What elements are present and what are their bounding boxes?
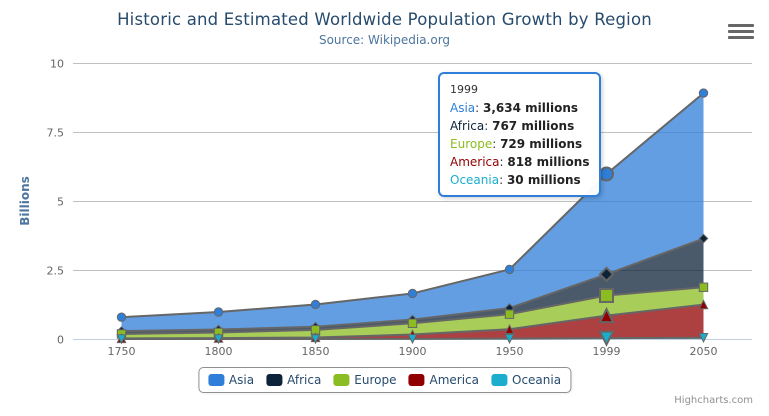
- area-series-asia[interactable]: [121, 93, 704, 332]
- hamburger-bar: [728, 30, 754, 33]
- tooltip-value: 818 millions: [507, 155, 590, 169]
- data-point-marker[interactable]: [504, 323, 515, 334]
- data-point-marker[interactable]: [698, 299, 709, 310]
- chart-tooltip: 1999 Asia: 3,634 millions Africa: 767 mil…: [438, 72, 602, 197]
- data-point-marker[interactable]: [598, 266, 615, 283]
- tooltip-row-africa: Africa: 767 millions: [450, 117, 589, 135]
- tooltip-separator: :: [499, 173, 507, 187]
- data-point-marker[interactable]: [698, 282, 709, 292]
- x-axis-tick-label: 1850: [302, 345, 330, 358]
- tooltip-separator: :: [475, 101, 484, 115]
- data-point-marker[interactable]: [310, 299, 321, 310]
- data-point-marker[interactable]: [598, 330, 615, 347]
- x-axis-tick-label: 1999: [593, 345, 621, 358]
- y-axis-tick-label: 2.5: [47, 265, 65, 278]
- data-point-marker[interactable]: [698, 233, 709, 244]
- tooltip-row-asia: Asia: 3,634 millions: [450, 99, 589, 117]
- legend-item-asia[interactable]: Asia: [207, 373, 255, 387]
- legend-swatch-europe: [333, 374, 350, 386]
- hamburger-bar: [728, 24, 754, 27]
- hamburger-bar: [728, 36, 754, 39]
- data-point-marker[interactable]: [213, 307, 224, 317]
- tooltip-row-europe: Europe: 729 millions: [450, 135, 589, 153]
- legend-swatch-america: [408, 374, 425, 386]
- data-point-marker[interactable]: [213, 334, 224, 345]
- tooltip-header: 1999: [450, 83, 478, 96]
- legend-label: America: [429, 373, 480, 387]
- credits-link[interactable]: Highcharts.com: [674, 395, 753, 406]
- tooltip-series-name: Africa: [450, 119, 485, 133]
- legend-item-europe[interactable]: Europe: [333, 373, 397, 387]
- data-point-marker[interactable]: [116, 312, 127, 322]
- data-point-marker[interactable]: [504, 264, 515, 275]
- y-axis-tick-label: 7.5: [47, 127, 65, 140]
- tooltip-value: 729 millions: [500, 137, 583, 151]
- data-point-marker[interactable]: [504, 309, 515, 319]
- legend-label: Europe: [354, 373, 397, 387]
- data-point-marker[interactable]: [599, 287, 614, 303]
- legend-label: Asia: [228, 373, 255, 387]
- data-point-marker[interactable]: [599, 166, 614, 182]
- data-point-marker[interactable]: [698, 333, 709, 344]
- x-axis-tick-label: 1750: [108, 345, 136, 358]
- x-axis-tick-label: 1800: [205, 345, 233, 358]
- x-axis-tick-label: 2050: [690, 345, 718, 358]
- legend-item-america[interactable]: America: [408, 373, 480, 387]
- tooltip-value: 767 millions: [492, 119, 575, 133]
- data-point-marker[interactable]: [407, 288, 418, 299]
- chart-legend: Asia Africa Europe America Oceania: [197, 367, 572, 393]
- legend-swatch-oceania: [491, 374, 508, 386]
- x-axis-tick-label: 1950: [496, 345, 524, 358]
- tooltip-value: 30 millions: [506, 173, 581, 187]
- tooltip-series-name: Asia: [450, 101, 476, 115]
- y-axis-tick-label: 0: [57, 334, 64, 347]
- data-point-marker[interactable]: [310, 334, 321, 345]
- y-axis-tick-label: 10: [50, 58, 64, 71]
- tooltip-series-name: Oceania: [450, 173, 500, 187]
- x-axis-tick-label: 1900: [399, 345, 427, 358]
- area-series-africa[interactable]: [121, 238, 704, 334]
- tooltip-value: 3,634 millions: [483, 101, 579, 115]
- tooltip-separator: :: [484, 119, 493, 133]
- data-point-marker[interactable]: [598, 306, 615, 324]
- data-point-marker[interactable]: [407, 334, 418, 345]
- data-point-marker[interactable]: [504, 333, 515, 344]
- legend-label: Oceania: [512, 373, 562, 387]
- hamburger-menu-icon[interactable]: [728, 24, 754, 39]
- tooltip-separator: :: [492, 137, 501, 151]
- tooltip-separator: :: [499, 155, 508, 169]
- legend-swatch-asia: [207, 374, 224, 386]
- data-point-marker[interactable]: [698, 88, 709, 98]
- tooltip-series-name: America: [450, 155, 500, 169]
- data-point-marker[interactable]: [116, 334, 127, 345]
- tooltip-row-oceania: Oceania: 30 millions: [450, 171, 589, 189]
- legend-swatch-africa: [266, 374, 283, 386]
- tooltip-row-america: America: 818 millions: [450, 153, 589, 171]
- legend-item-africa[interactable]: Africa: [266, 373, 321, 387]
- chart-title: Historic and Estimated Worldwide Populat…: [117, 10, 652, 29]
- area-series-america[interactable]: [121, 304, 704, 339]
- legend-label: Africa: [287, 373, 322, 387]
- chart-subtitle: Source: Wikipedia.org: [318, 33, 451, 47]
- tooltip-series-name: Europe: [450, 137, 493, 151]
- y-axis-tick-label: 5: [57, 196, 64, 209]
- legend-item-oceania[interactable]: Oceania: [491, 373, 561, 387]
- data-point-marker[interactable]: [407, 318, 418, 328]
